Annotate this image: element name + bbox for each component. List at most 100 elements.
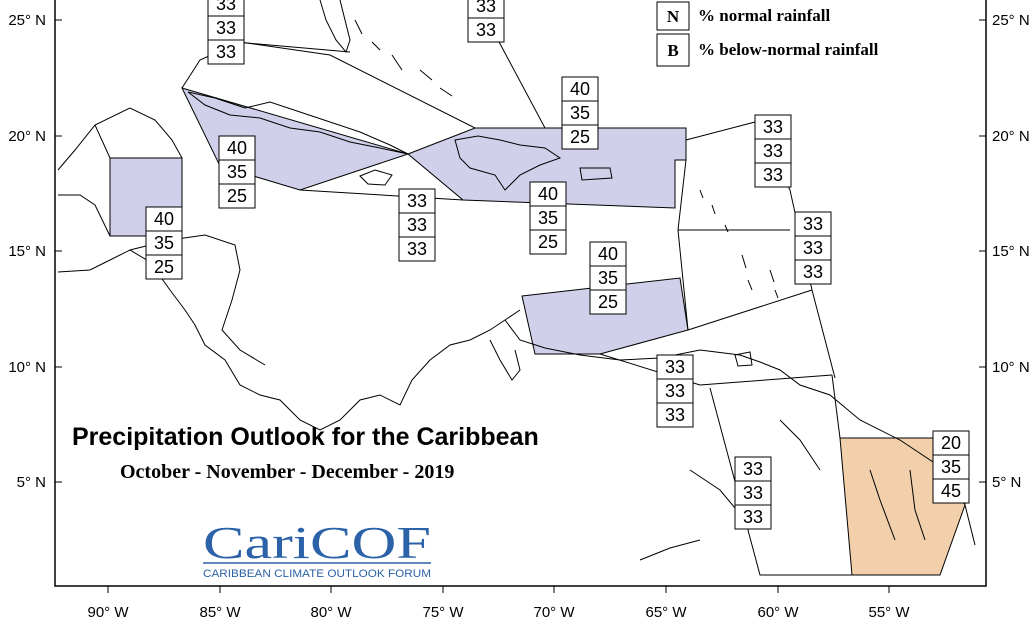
legend-b-letter: B [667, 41, 678, 60]
prob-cell [398, 212, 436, 238]
lat-label-25n-right: 25° N [992, 12, 1030, 29]
prob-cell [561, 124, 599, 150]
prob-cell [467, 17, 505, 43]
prob-value: 25 [154, 257, 174, 277]
lon-label-65w: 65° W [645, 604, 687, 621]
prob-cell [529, 181, 567, 207]
venezuela-gulf [489, 339, 521, 381]
caricof-logo: CariCOF CARIBBEAN CLIMATE OUTLOOK FORUM [203, 517, 431, 580]
yucatan [94, 124, 111, 159]
prob-value: 33 [763, 165, 783, 185]
prob-box-trinidad-venezuela: 33 33 33 [656, 354, 694, 428]
zone-hispaniola-puerto-rico [407, 127, 687, 209]
prob-cell [207, 39, 245, 65]
prob-value: 33 [476, 0, 496, 16]
prob-value: 20 [941, 433, 961, 453]
prob-value: 35 [154, 233, 174, 253]
lon-label-75w: 75° W [422, 604, 464, 621]
prob-cell [754, 162, 792, 188]
prob-cell [529, 205, 567, 231]
prob-cell [218, 159, 256, 185]
prob-cell [561, 100, 599, 126]
central-america [57, 249, 521, 431]
map-frame [54, 0, 987, 587]
prob-value: 33 [803, 238, 823, 258]
prob-cell [589, 289, 627, 315]
lat-labels-right: 25° N 20° N 15° N 10° N 5° N [992, 12, 1030, 491]
lat-label-20n-right: 20° N [992, 128, 1030, 145]
prob-value: 35 [941, 457, 961, 477]
prob-box-abc-islands-southern: 40 35 25 [589, 241, 627, 315]
prob-cell [398, 188, 436, 214]
south-america-north [504, 319, 976, 546]
legend-b-text: % below-normal rainfall [698, 40, 879, 59]
prob-value: 33 [803, 214, 823, 234]
prob-value: 25 [598, 292, 618, 312]
prob-box-greater-antilles-south: 40 35 25 [529, 181, 567, 255]
lon-label-85w: 85° W [199, 604, 241, 621]
prob-cell [754, 114, 792, 140]
prob-value: 40 [570, 79, 590, 99]
lat-label-25n: 25° N [8, 12, 46, 29]
prob-box-hispaniola-puerto-rico: 40 35 25 [561, 76, 599, 150]
legend: N % normal rainfall B % below-normal rai… [656, 1, 879, 67]
lat-labels-left: 25° N 20° N 15° N 10° N 5° N [8, 12, 46, 491]
prob-value: 35 [570, 103, 590, 123]
cuba [187, 91, 409, 155]
prob-cell [754, 138, 792, 164]
prob-cell [734, 480, 772, 506]
prob-cell [398, 236, 436, 262]
prob-value: 35 [227, 162, 247, 182]
prob-value: 25 [570, 127, 590, 147]
lat-ticks [55, 19, 986, 483]
prob-box-leeward-islands: 33 33 33 [754, 114, 792, 188]
lesser-antilles [699, 189, 779, 299]
lon-label-90w: 90° W [87, 604, 129, 621]
prob-value: 40 [538, 184, 558, 204]
zone-cuba-jamaica [181, 87, 410, 191]
legend-n-letter: N [667, 7, 680, 26]
prob-value: 33 [407, 215, 427, 235]
guiana-rivers [779, 419, 926, 541]
lat-label-10n-right: 10° N [992, 359, 1030, 376]
prob-value: 25 [538, 232, 558, 252]
map-title: Precipitation Outlook for the Caribbean [72, 423, 539, 451]
prob-box-top-left: 33 33 33 [207, 0, 245, 65]
lat-label-15n: 15° N [8, 243, 46, 260]
orinoco [639, 469, 746, 561]
prob-cell [218, 183, 256, 209]
lat-label-5n: 5° N [17, 474, 46, 491]
prob-cell [656, 402, 694, 428]
florida-coast [319, 0, 351, 54]
prob-cell [734, 504, 772, 530]
prob-value: 40 [227, 138, 247, 158]
prob-box-cuba-jamaica: 40 35 25 [218, 135, 256, 209]
caricof-logo-text: CariCOF [203, 517, 431, 568]
lat-label-5n-right: 5° N [992, 474, 1021, 491]
lat-label-10n: 10° N [8, 359, 46, 376]
prob-value: 33 [743, 459, 763, 479]
lon-label-80w: 80° W [310, 604, 352, 621]
map-subtitle: October - November - December - 2019 [120, 461, 454, 483]
prob-value: 33 [216, 18, 236, 38]
lon-label-55w: 55° W [868, 604, 910, 621]
prob-value: 33 [216, 0, 236, 14]
prob-value: 35 [538, 208, 558, 228]
mexico-border [58, 194, 111, 237]
legend-n-box [656, 1, 690, 31]
prob-cell [794, 235, 832, 261]
prob-value: 25 [227, 186, 247, 206]
prob-value: 33 [407, 191, 427, 211]
prob-cell [529, 229, 567, 255]
prob-cell [589, 241, 627, 267]
prob-value: 33 [665, 381, 685, 401]
lat-label-20n: 20° N [8, 128, 46, 145]
prob-value: 33 [763, 141, 783, 161]
prob-value: 33 [743, 483, 763, 503]
lon-ticks [107, 586, 890, 593]
hispaniola [454, 135, 562, 191]
prob-value: 33 [665, 357, 685, 377]
prob-box-central-america-north: 40 35 25 [145, 206, 183, 280]
